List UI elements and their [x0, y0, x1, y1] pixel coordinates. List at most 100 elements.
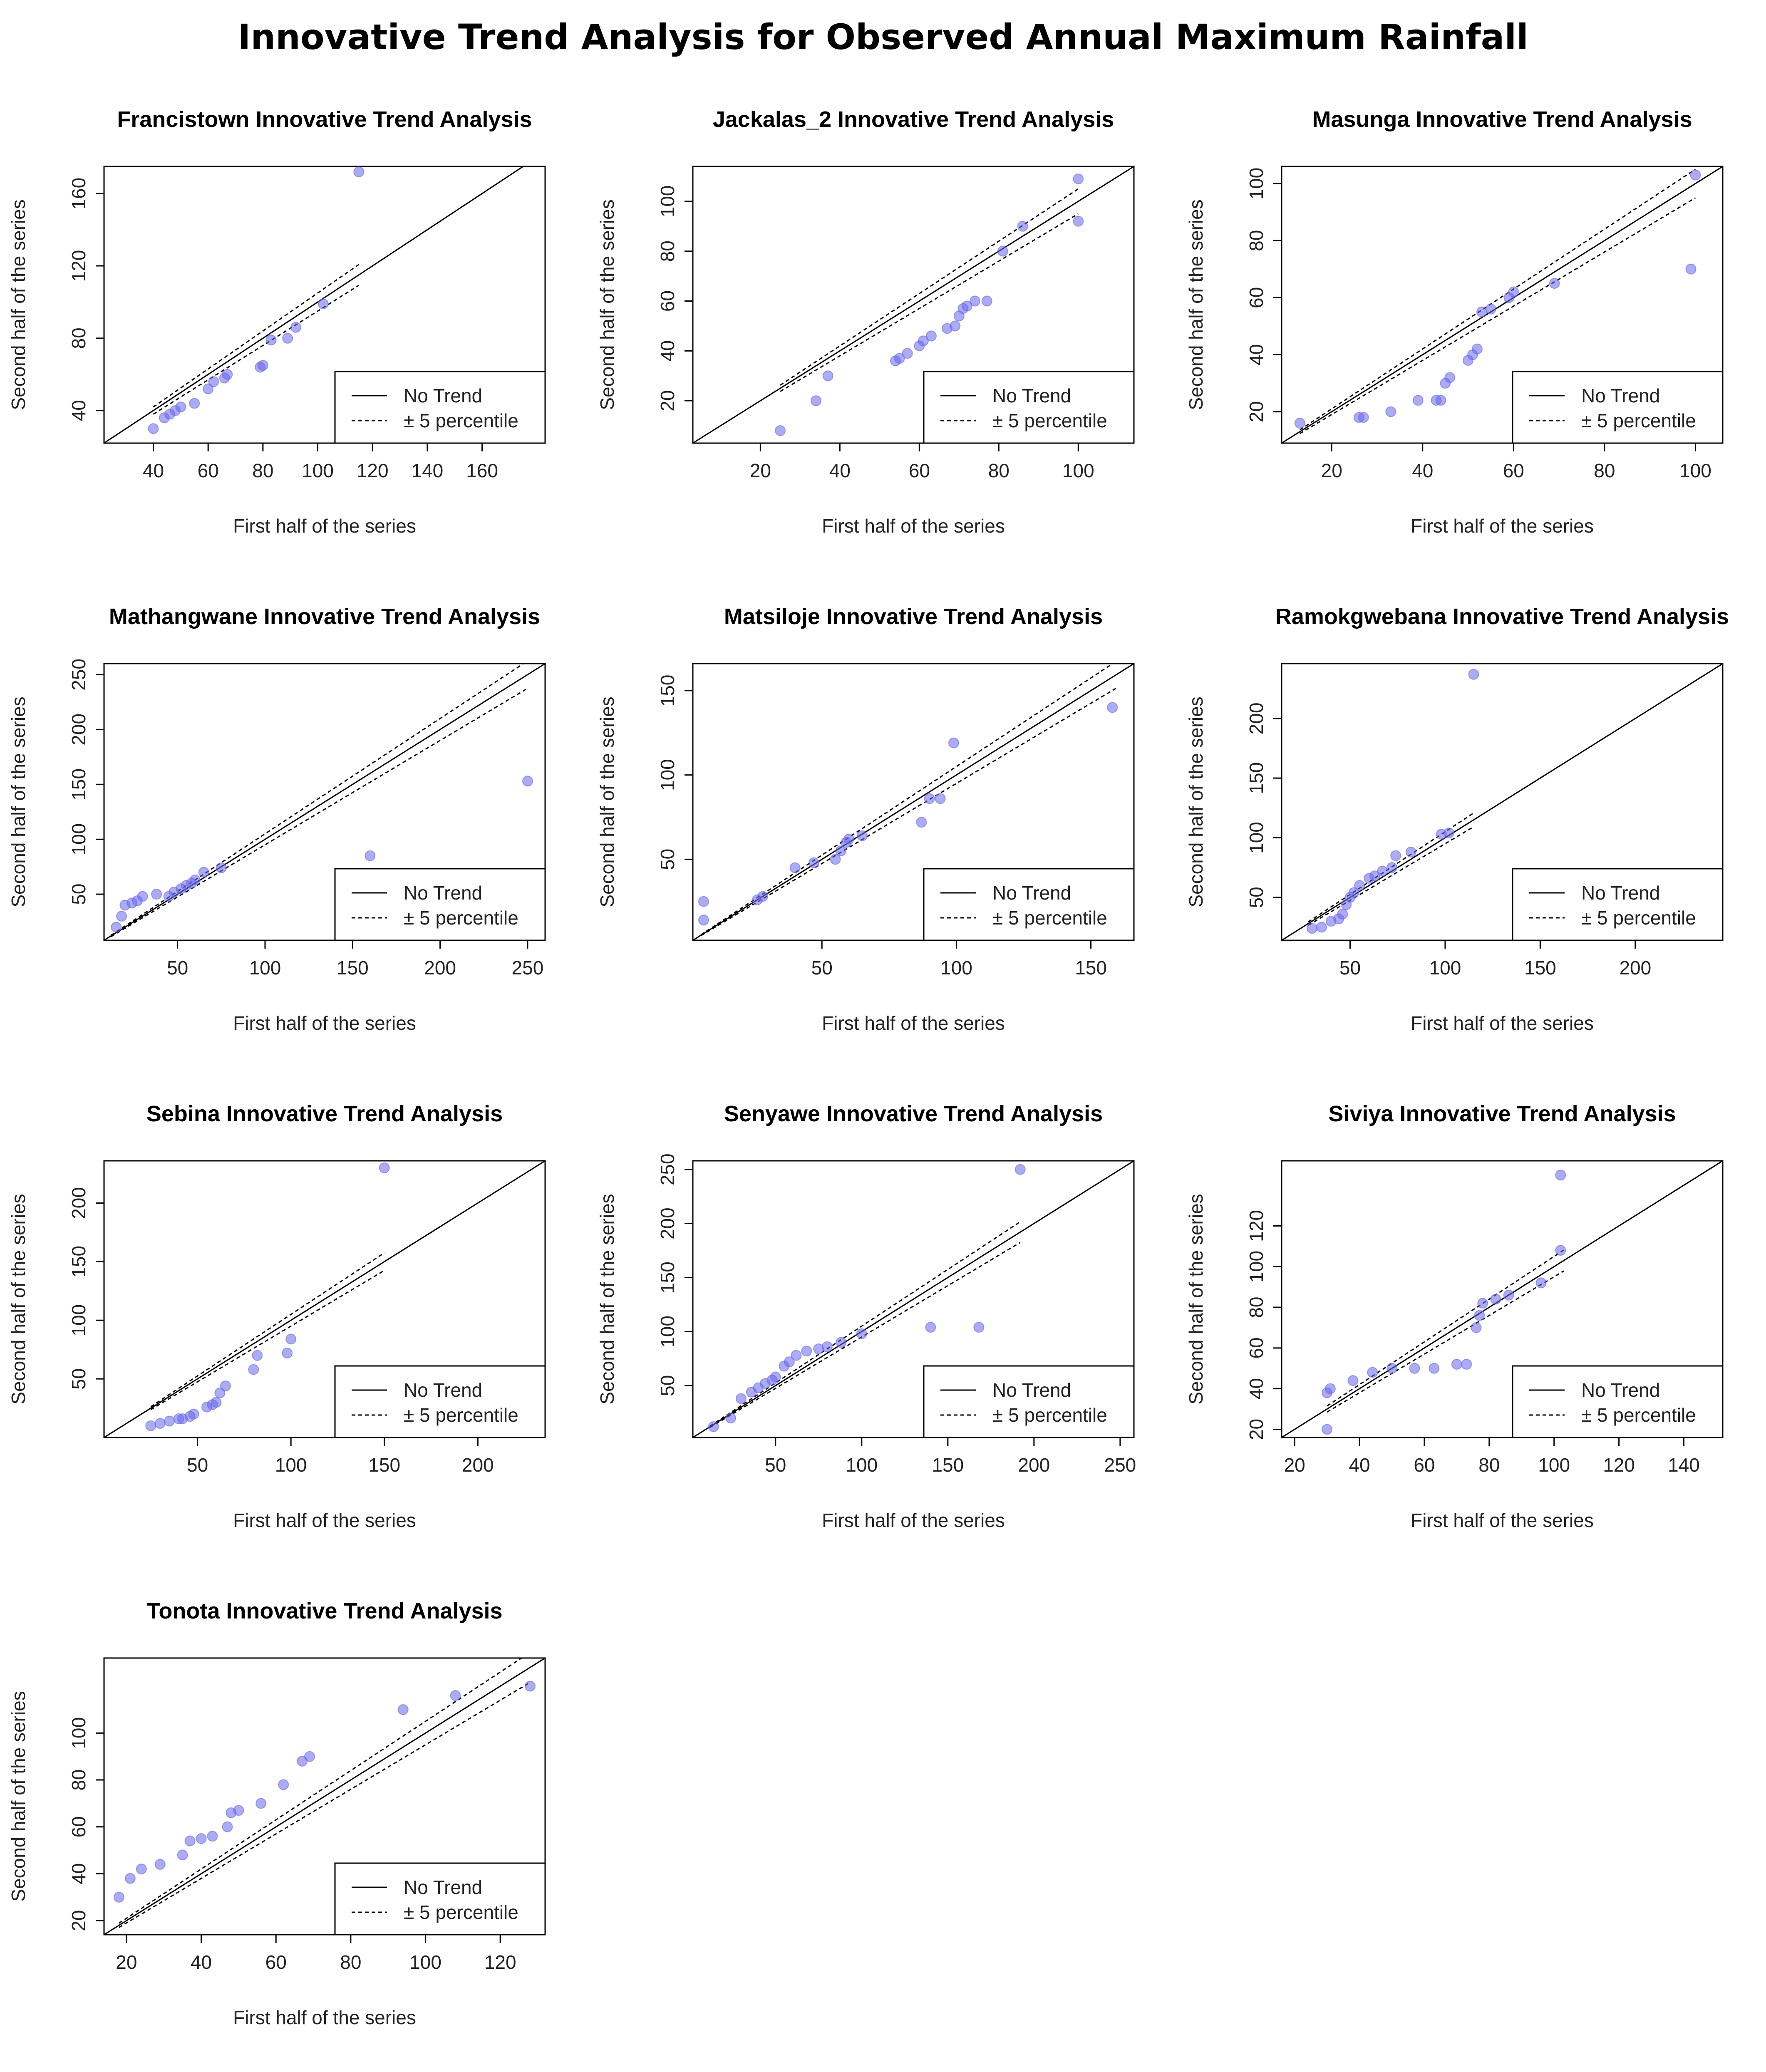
lower-percentile-line	[1299, 197, 1696, 434]
legend: No Trend ± 5 percentile	[1512, 371, 1724, 444]
x-tick-label: 100	[846, 1454, 878, 1476]
x-tick-label: 100	[940, 957, 972, 979]
y-tick-label: 40	[68, 400, 89, 421]
x-tick-label: 120	[1603, 1454, 1635, 1476]
data-point	[811, 395, 822, 406]
chart-svg: Ramokgwebana Innovative Trend Analysis 50…	[1185, 604, 1729, 1034]
chart-title: Ramokgwebana Innovative Trend Analysis	[1275, 604, 1729, 629]
chart-svg: Jackalas_2 Innovative Trend Analysis 20 40…	[596, 107, 1135, 537]
chart-title: Senyawe Innovative Trend Analysis	[724, 1101, 1103, 1126]
figure-title: Innovative Trend Analysis for Observed A…	[238, 17, 1528, 57]
x-tick-label: 20	[1284, 1454, 1305, 1476]
legend-label-no-trend: No Trend	[404, 882, 482, 904]
data-point	[525, 1680, 536, 1692]
chart-panel: Ramokgwebana Innovative Trend Analysis 50…	[1178, 580, 1766, 1078]
y-tick-label: 160	[68, 178, 89, 210]
data-point	[208, 376, 219, 387]
y-axis-label: Second half of the series	[1185, 1194, 1207, 1404]
data-point	[1444, 828, 1455, 839]
upper-percentile-line	[119, 1658, 523, 1924]
upper-percentile-line	[1299, 169, 1696, 431]
chart-title: Francistown Innovative Trend Analysis	[117, 107, 532, 132]
data-point	[1387, 862, 1397, 873]
y-tick-label: 150	[657, 1262, 678, 1294]
legend-label-no-trend: No Trend	[992, 1379, 1071, 1401]
y-tick-label: 100	[657, 759, 678, 791]
data-point	[1348, 887, 1359, 898]
no-trend-line	[693, 166, 1134, 443]
x-tick-label: 100	[249, 957, 281, 979]
upper-percentile-line	[1327, 1249, 1564, 1407]
data-point	[775, 425, 786, 436]
x-tick-label: 100	[302, 460, 334, 481]
y-axis-label: Second half of the series	[596, 1194, 618, 1404]
x-axis-label: First half of the series	[1411, 515, 1594, 537]
x-tick-label: 40	[1412, 460, 1433, 481]
data-point	[1337, 908, 1348, 920]
y-tick-label: 100	[68, 823, 89, 855]
data-point	[1555, 1245, 1566, 1256]
legend: No Trend ± 5 percentile	[1512, 868, 1724, 941]
data-point	[1390, 850, 1401, 861]
y-tick-label: 50	[657, 849, 678, 870]
data-point	[379, 1162, 390, 1173]
y-tick-label: 60	[1245, 287, 1267, 308]
chart-svg: Senyawe Innovative Trend Analysis 50 100 15…	[596, 1101, 1136, 1531]
data-point	[830, 854, 841, 865]
data-point	[725, 1413, 737, 1424]
data-point	[935, 793, 946, 804]
legend-box	[1512, 1365, 1724, 1438]
data-point	[189, 398, 200, 409]
data-point	[857, 830, 868, 841]
data-point	[164, 1415, 175, 1427]
y-tick-label: 100	[657, 1316, 678, 1348]
data-point	[835, 845, 846, 857]
y-tick-label: 120	[1245, 1210, 1267, 1242]
data-point	[1508, 286, 1519, 297]
legend: No Trend ± 5 percentile	[334, 371, 546, 444]
x-tick-label: 150	[1524, 957, 1556, 979]
y-tick-label: 200	[657, 1207, 678, 1239]
y-tick-label: 80	[68, 1769, 89, 1790]
x-tick-label: 80	[1478, 1454, 1500, 1476]
data-point	[918, 335, 929, 347]
y-axis-label: Second half of the series	[1185, 199, 1207, 410]
x-tick-label: 120	[357, 460, 389, 481]
plot-frame	[1281, 663, 1724, 941]
y-tick-label: 20	[1245, 1419, 1267, 1440]
data-point	[1377, 865, 1388, 877]
x-tick-label: 140	[412, 460, 444, 481]
y-tick-label: 150	[68, 768, 89, 801]
y-axis-label: Second half of the series	[596, 696, 618, 907]
data-point	[1014, 1164, 1026, 1175]
legend-label-no-trend: No Trend	[1581, 1379, 1660, 1401]
legend-label-percentile: ± 5 percentile	[992, 410, 1107, 431]
data-point	[353, 166, 365, 178]
lower-percentile-line	[1327, 1270, 1564, 1413]
data-point	[770, 1371, 781, 1383]
y-tick-label: 250	[68, 659, 89, 691]
x-tick-label: 50	[1339, 957, 1361, 979]
plot-frame	[1281, 1160, 1724, 1438]
data-point	[304, 1751, 315, 1762]
legend-label-no-trend: No Trend	[404, 385, 482, 406]
y-tick-label: 200	[1245, 702, 1267, 734]
x-tick-label: 60	[1414, 1454, 1435, 1476]
data-point	[216, 862, 227, 873]
data-point	[808, 857, 819, 868]
data-point	[1435, 395, 1446, 406]
data-point	[1429, 1363, 1440, 1374]
y-tick-label: 150	[657, 675, 678, 707]
legend-label-percentile: ± 5 percentile	[404, 410, 518, 431]
legend-box	[1512, 868, 1724, 941]
legend: No Trend ± 5 percentile	[334, 868, 546, 941]
chart-panel: Mathangwane Innovative Trend Analysis 50 1…	[0, 580, 588, 1078]
x-tick-label: 250	[1104, 1454, 1136, 1476]
legend-box	[923, 371, 1135, 444]
legend-label-no-trend: No Trend	[992, 882, 1071, 904]
plot-frame	[692, 1160, 1135, 1438]
data-point	[1503, 1289, 1514, 1301]
x-tick-label: 200	[424, 957, 456, 979]
x-tick-label: 80	[1594, 460, 1615, 481]
data-point	[1555, 1170, 1566, 1181]
